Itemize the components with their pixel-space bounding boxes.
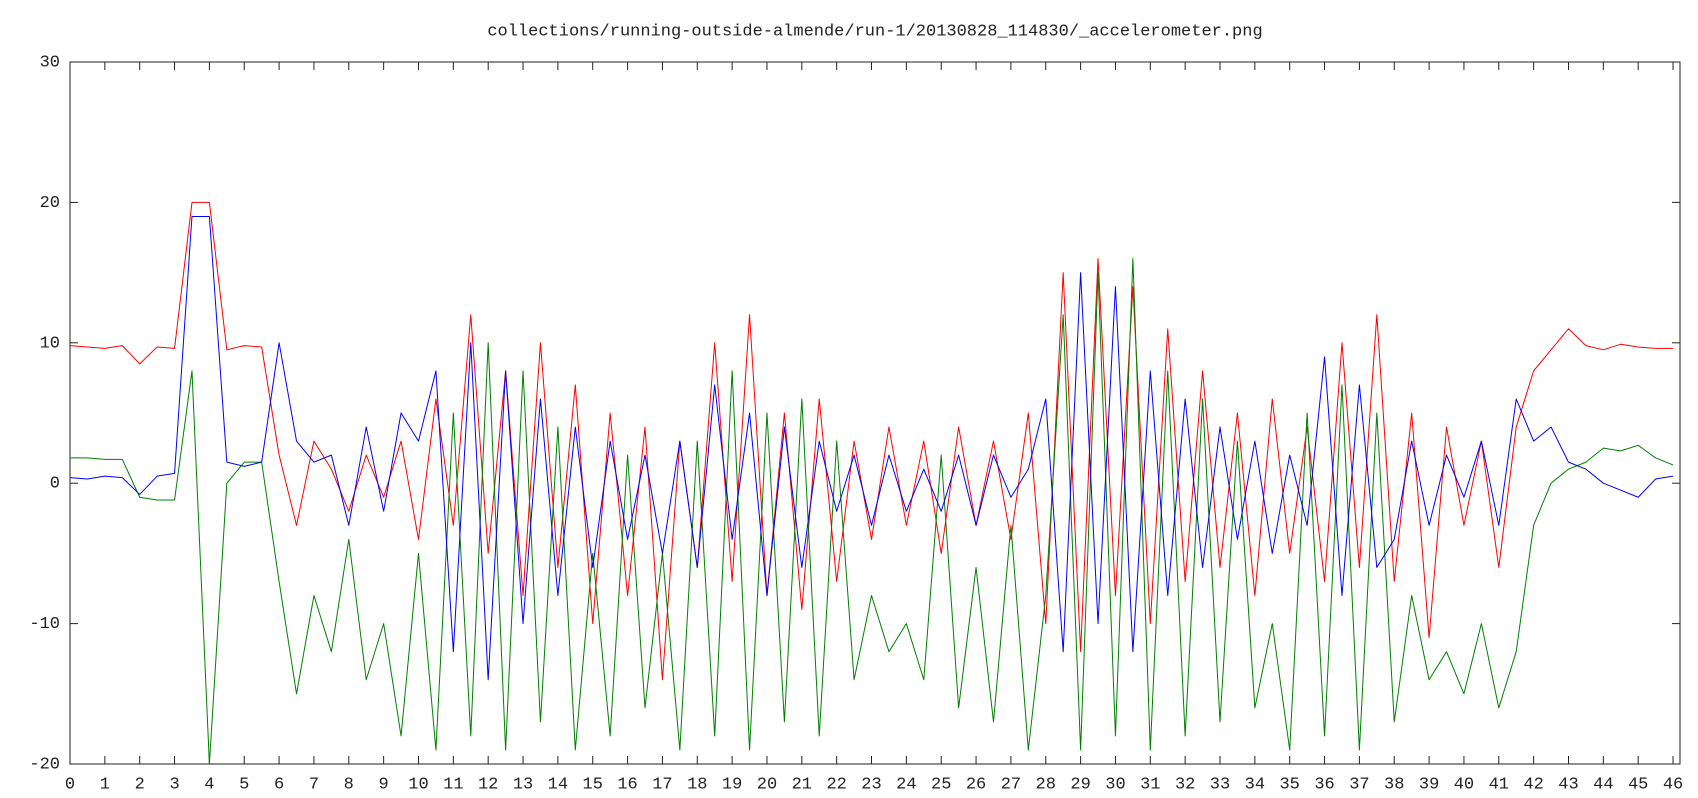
x-tick-label: 44	[1593, 775, 1613, 794]
y-tick-label: -20	[29, 755, 60, 774]
x-tick-label: 22	[826, 775, 846, 794]
x-tick-label: 7	[309, 775, 319, 794]
x-tick-label: 36	[1314, 775, 1334, 794]
x-tick-label: 46	[1663, 775, 1683, 794]
y-tick-label: -10	[29, 615, 60, 634]
x-tick-label: 9	[379, 775, 389, 794]
x-tick-label: 21	[792, 775, 812, 794]
x-tick-label: 6	[274, 775, 284, 794]
x-tick-label: 34	[1245, 775, 1265, 794]
x-tick-label: 12	[478, 775, 498, 794]
x-tick-label: 25	[931, 775, 951, 794]
x-tick-label: 15	[583, 775, 603, 794]
x-tick-label: 1	[100, 775, 110, 794]
x-tick-label: 18	[687, 775, 707, 794]
y-tick-label: 0	[50, 475, 60, 494]
x-tick-label: 42	[1523, 775, 1543, 794]
plot-frame	[69, 61, 1681, 765]
x-tick-label: 29	[1070, 775, 1090, 794]
x-tick-label: 8	[344, 775, 354, 794]
x-tick-label: 19	[722, 775, 742, 794]
y-tick-label: 20	[40, 194, 60, 213]
x-tick-label: 16	[617, 775, 637, 794]
x-tick-label: 39	[1419, 775, 1439, 794]
series-line	[69, 215, 1674, 681]
x-tick-label: 27	[1001, 775, 1021, 794]
x-tick-label: 43	[1558, 775, 1578, 794]
x-tick-label: 24	[896, 775, 916, 794]
x-tick-label: 5	[239, 775, 249, 794]
x-tick-label: 23	[861, 775, 881, 794]
x-tick-label: 2	[135, 775, 145, 794]
x-tick-label: 32	[1175, 775, 1195, 794]
chart-title: collections/running-outside-almende/run-…	[487, 22, 1262, 41]
x-tick-label: 14	[548, 775, 568, 794]
x-tick-label: 4	[204, 775, 214, 794]
x-tick-label: 0	[65, 775, 75, 794]
x-tick-label: 11	[443, 775, 463, 794]
x-tick-label: 26	[966, 775, 986, 794]
y-tick-label: 10	[40, 334, 60, 353]
x-tick-label: 31	[1140, 775, 1160, 794]
x-tick-label: 37	[1349, 775, 1369, 794]
x-tick-label: 10	[408, 775, 428, 794]
x-tick-label: 35	[1279, 775, 1299, 794]
series-line	[70, 258, 1674, 765]
x-tick-label: 13	[513, 775, 533, 794]
series-line	[69, 201, 1674, 681]
x-tick-label: 40	[1454, 775, 1474, 794]
x-tick-label: 41	[1489, 775, 1509, 794]
x-tick-label: 30	[1105, 775, 1125, 794]
y-tick-label: 30	[40, 53, 60, 72]
x-tick-label: 17	[652, 775, 672, 794]
x-tick-label: 3	[169, 775, 179, 794]
x-tick-label: 38	[1384, 775, 1404, 794]
x-tick-label: 33	[1210, 775, 1230, 794]
x-tick-label: 28	[1036, 775, 1056, 794]
x-tick-label: 20	[757, 775, 777, 794]
x-tick-label: 45	[1628, 775, 1648, 794]
